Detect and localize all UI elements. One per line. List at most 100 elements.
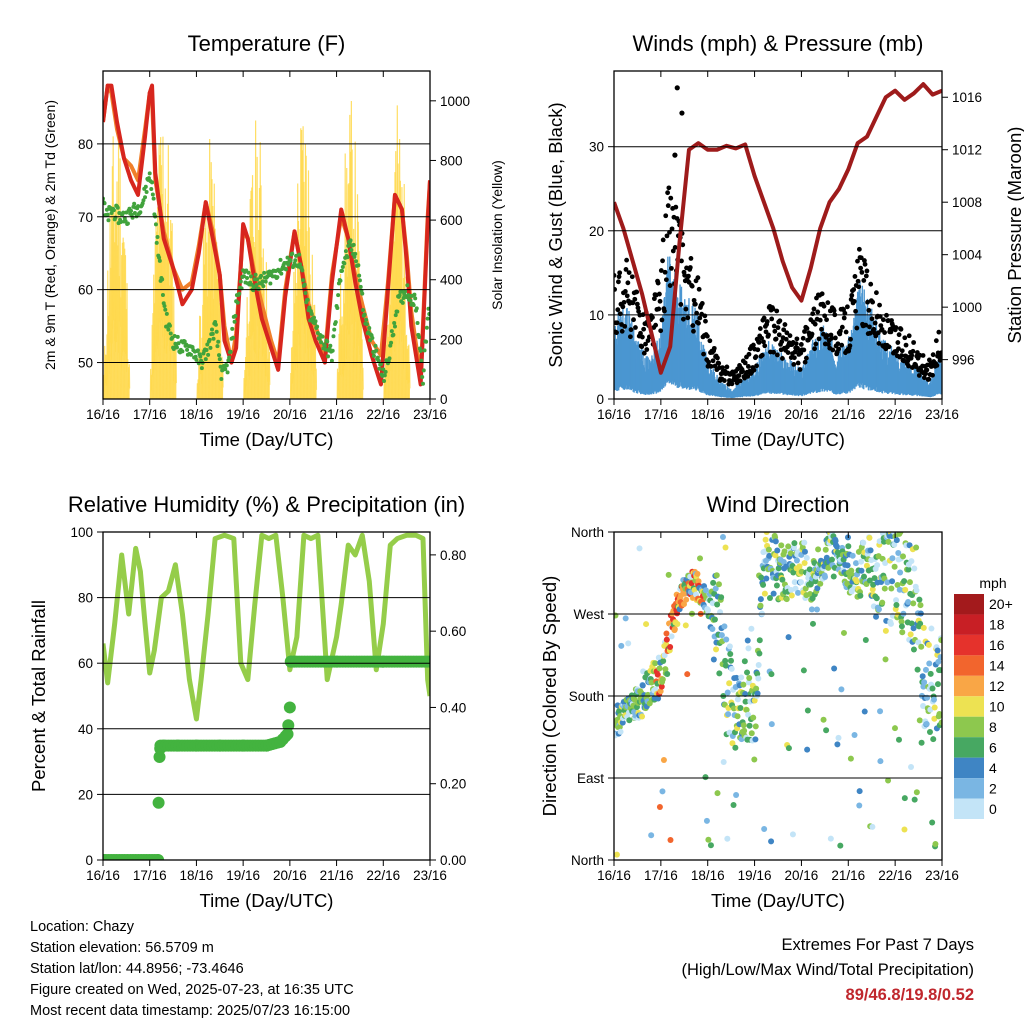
x-tick-label: 22/16 bbox=[366, 407, 400, 422]
x-axis-label: Time (Day/UTC) bbox=[711, 890, 845, 911]
gust-point bbox=[869, 316, 875, 322]
direction-point bbox=[745, 711, 752, 718]
gust-point bbox=[829, 335, 835, 341]
dewpoint-point bbox=[426, 306, 430, 311]
gust-point bbox=[663, 277, 669, 283]
dewpoint-point bbox=[367, 325, 372, 330]
gust-point bbox=[694, 310, 700, 316]
direction-point bbox=[781, 548, 788, 555]
direction-point bbox=[729, 740, 736, 747]
dewpoint-point bbox=[345, 255, 350, 260]
gust-point bbox=[619, 328, 625, 334]
dewpoint-point bbox=[146, 176, 151, 181]
direction-point bbox=[882, 656, 889, 663]
direction-point bbox=[804, 707, 811, 714]
legend-swatch bbox=[954, 778, 984, 799]
gust-point bbox=[858, 265, 864, 271]
dewpoint-point bbox=[121, 210, 126, 215]
dewpoint-point bbox=[268, 281, 273, 286]
dewpoint-point bbox=[160, 293, 165, 298]
direction-point bbox=[917, 620, 924, 627]
dewpoint-point bbox=[354, 259, 359, 264]
dewpoint-point bbox=[338, 278, 343, 283]
y2-tick-label: 0.60 bbox=[440, 624, 466, 639]
dewpoint-point bbox=[157, 255, 162, 260]
legend-label: 6 bbox=[989, 739, 997, 755]
solar-trace bbox=[345, 168, 348, 399]
gust-point bbox=[813, 341, 819, 347]
direction-point bbox=[785, 543, 792, 550]
gust-point bbox=[616, 274, 622, 280]
gust-point bbox=[899, 353, 905, 358]
gust-point bbox=[639, 344, 645, 350]
gust-point bbox=[672, 245, 678, 250]
dewpoint-point bbox=[185, 347, 190, 352]
dewpoint-point bbox=[374, 348, 379, 353]
gust-point bbox=[835, 341, 841, 347]
direction-point bbox=[919, 673, 926, 680]
gust-point bbox=[838, 328, 843, 334]
x-tick-label: 22/16 bbox=[366, 868, 400, 883]
gust-peak-point bbox=[674, 85, 680, 91]
dewpoint-point bbox=[279, 271, 284, 276]
direction-point bbox=[858, 567, 865, 574]
gust-point bbox=[710, 358, 716, 364]
dewpoint-point bbox=[218, 364, 223, 369]
dewpoint-point bbox=[399, 289, 404, 294]
direction-point bbox=[659, 788, 666, 795]
dewpoint-point bbox=[320, 334, 325, 339]
y2-tick-label: 996 bbox=[952, 353, 975, 368]
direction-point bbox=[893, 537, 900, 544]
gust-point bbox=[839, 342, 845, 348]
direction-point bbox=[745, 679, 752, 686]
direction-point bbox=[869, 586, 876, 593]
direction-point bbox=[639, 682, 646, 689]
dewpoint-point bbox=[104, 207, 109, 212]
direction-point bbox=[733, 792, 740, 799]
gust-point bbox=[920, 353, 926, 358]
direction-point bbox=[937, 654, 942, 661]
direction-point bbox=[899, 629, 906, 636]
direction-point bbox=[614, 851, 620, 858]
direction-point bbox=[863, 562, 870, 569]
gust-point bbox=[798, 342, 804, 347]
y2-axis-label: Station Pressure (Maroon) bbox=[1004, 127, 1024, 344]
dewpoint-point bbox=[195, 348, 200, 353]
precip-point bbox=[283, 701, 296, 714]
station-info: Location: Chazy Station elevation: 56.57… bbox=[30, 917, 354, 1022]
direction-point bbox=[768, 721, 775, 728]
dewpoint-point bbox=[400, 300, 405, 305]
gust-peak-point bbox=[679, 110, 685, 116]
direction-point bbox=[791, 540, 798, 547]
gust-point bbox=[888, 329, 894, 335]
direction-point bbox=[713, 646, 720, 653]
direction-point bbox=[923, 721, 930, 728]
y-tick-label: North bbox=[571, 525, 604, 540]
dewpoint-point bbox=[155, 235, 160, 240]
gust-point bbox=[842, 310, 848, 316]
dewpoint-point bbox=[208, 345, 213, 350]
plot-area-humidity bbox=[103, 532, 430, 860]
direction-point bbox=[877, 708, 884, 715]
gust-point bbox=[916, 373, 922, 378]
gust-point bbox=[650, 315, 655, 320]
direction-point bbox=[710, 656, 717, 663]
dewpoint-point bbox=[375, 355, 380, 360]
dewpoint-point bbox=[164, 311, 169, 316]
gust-point bbox=[874, 290, 879, 296]
dewpoint-point bbox=[125, 221, 130, 226]
direction-point bbox=[622, 615, 629, 622]
dewpoint-point bbox=[357, 273, 362, 278]
gust-point bbox=[839, 324, 845, 330]
gust-point bbox=[746, 351, 752, 357]
gust-point bbox=[766, 332, 771, 338]
direction-point bbox=[772, 552, 779, 559]
direction-point bbox=[796, 563, 803, 570]
dewpoint-point bbox=[150, 180, 155, 185]
gust-point bbox=[872, 320, 878, 326]
gust-point bbox=[896, 346, 901, 352]
direction-point bbox=[820, 716, 827, 723]
dewpoint-point bbox=[259, 273, 264, 278]
dewpoint-point bbox=[300, 268, 305, 273]
precip-point bbox=[151, 854, 164, 860]
